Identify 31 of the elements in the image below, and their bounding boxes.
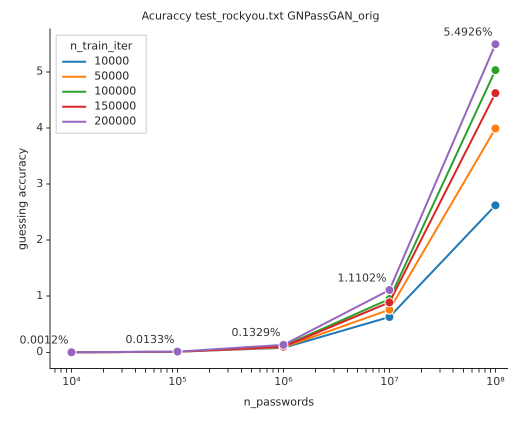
y-axis-title: guessing accuracy	[15, 147, 28, 250]
chart-title: Acuraccy test_rockyou.txt GNPassGAN_orig	[142, 9, 380, 22]
point	[490, 65, 500, 76]
y-tick-label: 4	[36, 120, 44, 134]
data-label: 1.1102%	[337, 271, 386, 284]
legend-label: 150000	[94, 100, 136, 113]
x-tick-label: 10⁸	[486, 375, 506, 388]
y-tick-label: 1	[36, 289, 44, 302]
y-tick-label: 0	[36, 345, 44, 358]
point	[384, 285, 394, 296]
data-label: 0.1329%	[231, 326, 280, 340]
legend-label: 100000	[94, 84, 136, 98]
x-tick-label: 10⁵	[168, 375, 187, 388]
y-tick-label: 2	[36, 232, 44, 246]
point	[490, 200, 500, 210]
point	[384, 297, 394, 308]
x-tick-label: 10⁴	[62, 375, 82, 388]
x-axis-title: n_passwords	[244, 395, 314, 408]
legend-label: 50000	[94, 70, 130, 83]
x-tick-label: 10⁷	[380, 375, 399, 388]
data-label: 5.4926%	[443, 26, 492, 39]
y-tick-label: 5	[36, 64, 44, 78]
y-tick-label: 3	[36, 176, 44, 190]
point	[490, 123, 500, 134]
point	[490, 88, 500, 98]
legend-label: 10000	[94, 54, 130, 68]
legend-title: n_train_iter	[70, 40, 133, 53]
data-label: 0.0133%	[126, 332, 174, 346]
point	[490, 39, 500, 50]
legend-label: 200000	[94, 114, 136, 128]
x-tick-label: 10⁶	[274, 375, 294, 388]
